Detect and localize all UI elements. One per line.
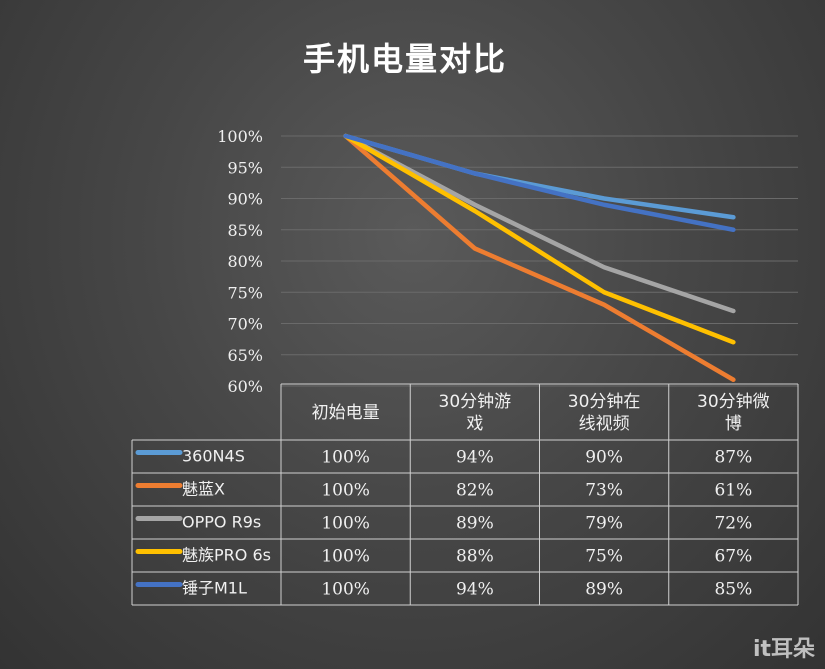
- y-tick-label: 85%: [227, 221, 263, 240]
- table-cell: 100%: [321, 580, 370, 600]
- table-cell: 89%: [456, 514, 494, 534]
- category-label: 初始电量: [312, 403, 380, 423]
- table-cell: 85%: [714, 580, 752, 600]
- series-name: 360N4S: [182, 447, 245, 466]
- table-cell: 89%: [585, 580, 623, 600]
- y-tick-label: 100%: [217, 127, 263, 146]
- table-cell: 75%: [585, 547, 623, 567]
- y-tick-label: 95%: [227, 158, 263, 177]
- y-tick-label: 65%: [227, 346, 263, 365]
- table-cell: 100%: [321, 547, 370, 567]
- table-cell: 79%: [585, 514, 623, 534]
- series-line: [343, 133, 736, 314]
- table-cell: 100%: [321, 514, 370, 534]
- series-name: 魅族PRO 6s: [182, 546, 271, 565]
- table-cell: 87%: [714, 448, 752, 468]
- watermark-logo: it耳朵: [752, 637, 815, 662]
- y-tick-label: 70%: [227, 315, 263, 334]
- category-label: 30分钟在: [568, 392, 641, 412]
- table-cell: 90%: [585, 448, 623, 468]
- series-line: [343, 133, 736, 382]
- category-label: 30分钟微: [697, 392, 770, 412]
- table-cell: 100%: [321, 481, 370, 501]
- series-line: [343, 133, 736, 220]
- series-line: [343, 133, 736, 232]
- series-lines: [343, 133, 736, 382]
- table-cell: 94%: [456, 448, 494, 468]
- category-label: 博: [725, 414, 742, 434]
- table-cell: 94%: [456, 580, 494, 600]
- category-label: 30分钟游: [439, 392, 512, 412]
- y-tick-label: 75%: [227, 283, 263, 302]
- table-cell: 72%: [714, 514, 752, 534]
- table-cell: 100%: [321, 448, 370, 468]
- chart-title: 手机电量对比: [302, 40, 507, 78]
- y-tick-label: 60%: [227, 377, 263, 396]
- series-name: 魅蓝X: [182, 480, 225, 499]
- series-name: OPPO R9s: [182, 513, 261, 532]
- y-tick-label: 80%: [227, 252, 263, 271]
- series-name: 锤子M1L: [182, 579, 247, 598]
- table-cell: 67%: [714, 547, 752, 567]
- series-line: [343, 133, 736, 345]
- category-label: 戏: [466, 414, 483, 434]
- y-tick-label: 90%: [227, 190, 263, 209]
- table-cell: 82%: [456, 481, 494, 501]
- gridlines: [281, 135, 798, 387]
- category-label: 线视频: [579, 414, 630, 434]
- table-cell: 88%: [456, 547, 494, 567]
- y-axis-ticks: 100% 95% 90% 85% 80% 75% 70% 65% 60%: [217, 127, 263, 396]
- table-cell: 61%: [714, 481, 752, 501]
- table-cell: 73%: [585, 481, 623, 501]
